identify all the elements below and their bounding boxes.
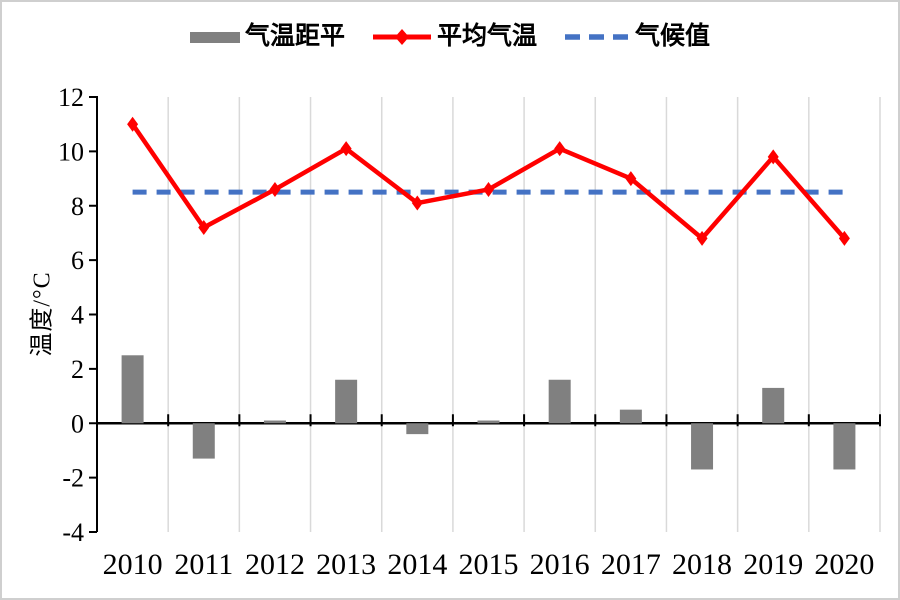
x-tick-label: 2017 bbox=[601, 548, 661, 581]
legend-bar-swatch-icon bbox=[189, 31, 240, 43]
bar-2015 bbox=[477, 420, 500, 424]
bar-2012 bbox=[263, 420, 286, 424]
bar-2019 bbox=[762, 387, 785, 424]
bar-2018 bbox=[691, 423, 714, 470]
y-tick-label: 6 bbox=[71, 246, 84, 275]
legend-item-anomaly: 气温距平 bbox=[189, 23, 345, 50]
legend-line-swatch-icon bbox=[372, 28, 431, 45]
legend-label-average: 平均气温 bbox=[436, 23, 537, 50]
y-tick-label: 12 bbox=[58, 83, 84, 112]
x-tick-label: 2015 bbox=[459, 548, 519, 581]
y-tick-label: -4 bbox=[62, 518, 84, 547]
y-tick-label: 10 bbox=[58, 137, 84, 166]
diamond-marker-2015 bbox=[483, 181, 494, 197]
legend-dash-swatch-icon bbox=[565, 33, 629, 40]
diamond-marker-2011 bbox=[198, 220, 210, 235]
diamond-marker-2010 bbox=[127, 116, 139, 132]
x-tick-label: 2010 bbox=[103, 548, 163, 581]
bar-2014 bbox=[406, 423, 429, 435]
x-tick-label: 2016 bbox=[530, 548, 590, 581]
x-tick-label: 2018 bbox=[672, 548, 732, 581]
legend: 气温距平 平均气温 气候值 bbox=[2, 24, 898, 49]
y-tick-label: 0 bbox=[71, 409, 84, 438]
legend-label-climate: 气候值 bbox=[635, 23, 711, 50]
x-tick-label: 2013 bbox=[316, 548, 376, 581]
diamond-marker-2016 bbox=[554, 141, 566, 157]
x-tick-label: 2012 bbox=[245, 548, 305, 581]
diamond-marker-2014 bbox=[411, 195, 423, 211]
y-tick-label: 2 bbox=[71, 355, 84, 384]
legend-item-climate: 气候值 bbox=[564, 24, 710, 49]
bar-2017 bbox=[619, 409, 642, 424]
diamond-marker-2013 bbox=[340, 141, 352, 157]
x-tick-label: 2020 bbox=[814, 548, 874, 581]
diamond-marker-2019 bbox=[767, 149, 779, 165]
x-tick-label: 2019 bbox=[743, 548, 803, 581]
diamond-marker-2018 bbox=[696, 230, 708, 246]
bar-2016 bbox=[548, 379, 571, 424]
x-tick-label: 2011 bbox=[174, 548, 233, 581]
y-tick-label: -2 bbox=[62, 464, 84, 493]
diamond-marker-2012 bbox=[269, 181, 281, 197]
y-tick-label: 8 bbox=[71, 192, 84, 221]
legend-item-average: 平均气温 bbox=[372, 24, 537, 49]
bar-2020 bbox=[833, 423, 856, 470]
bar-2013 bbox=[335, 379, 358, 424]
diamond-marker-2020 bbox=[838, 230, 850, 246]
diamond-marker-2017 bbox=[625, 171, 637, 187]
bar-2011 bbox=[192, 423, 215, 459]
legend-label-anomaly: 气温距平 bbox=[244, 23, 345, 50]
x-tick-label: 2014 bbox=[387, 548, 447, 581]
y-tick-label: 4 bbox=[71, 301, 84, 330]
bar-2010 bbox=[121, 355, 144, 424]
